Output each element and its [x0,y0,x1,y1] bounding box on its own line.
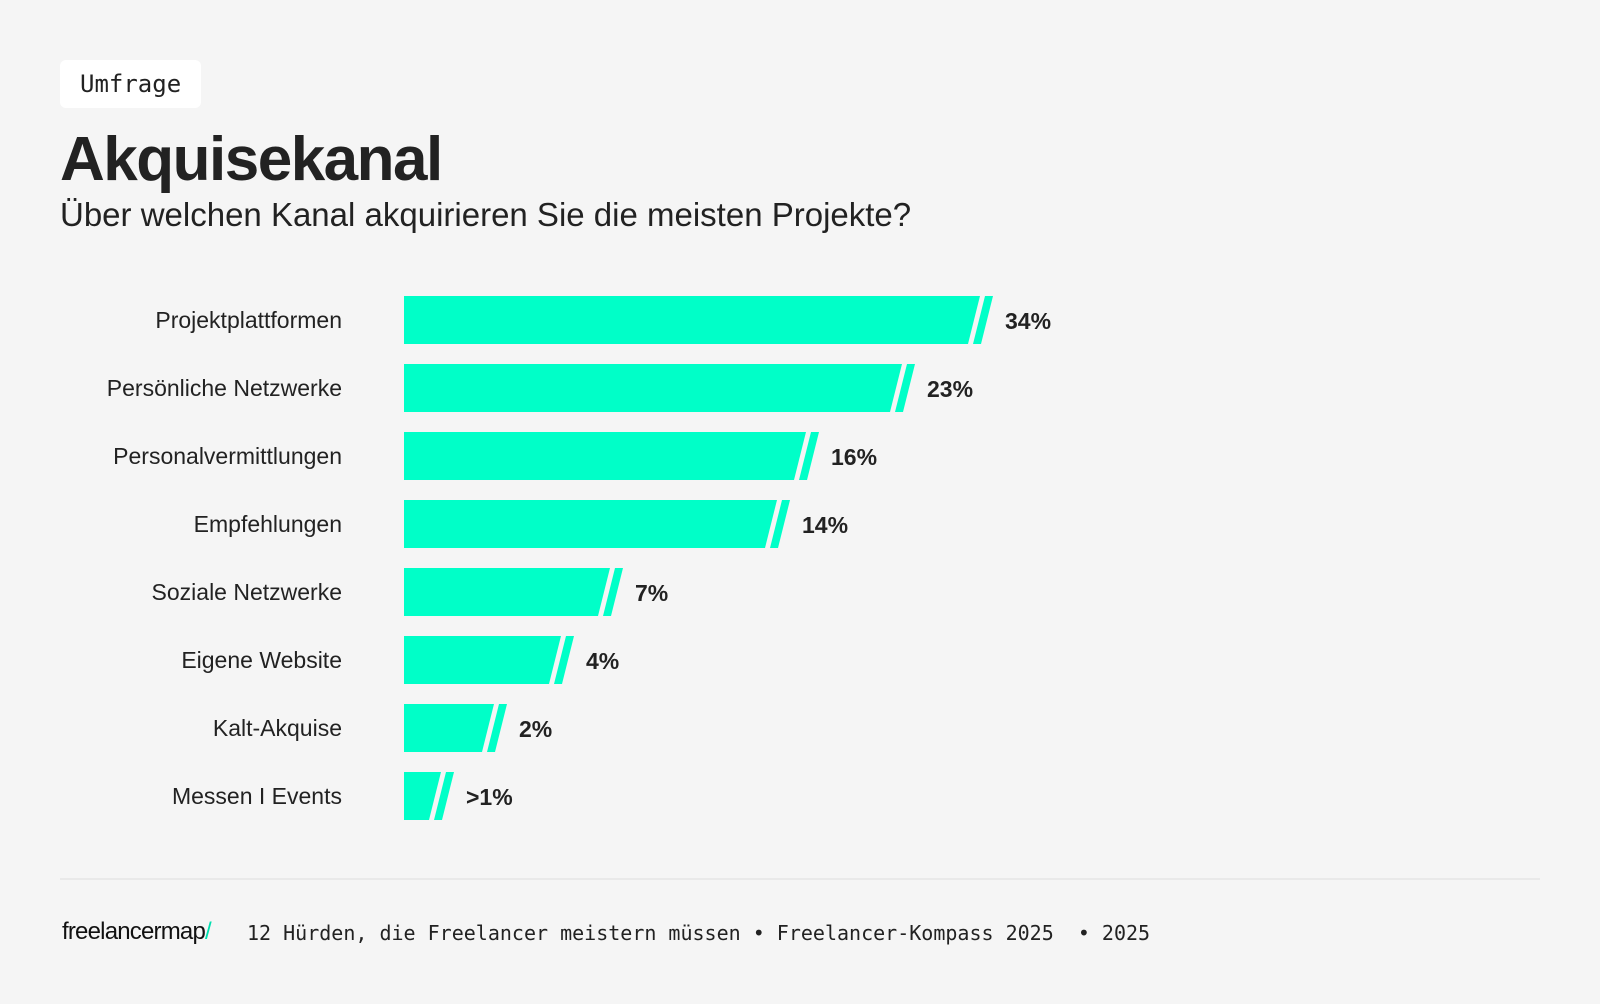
category-label: Persönliche Netzwerke [107,375,342,401]
data-label: 34% [1005,308,1051,334]
bar [404,636,561,684]
logo-slash: / [205,918,212,945]
bar [404,704,494,752]
bar-break-segment [487,704,507,752]
bar-break-segment [554,636,574,684]
data-label: 4% [586,648,619,674]
data-label: 7% [635,580,668,606]
data-label: 23% [927,376,973,402]
bar [404,364,902,412]
bar [404,500,777,548]
bar-break-segment [973,296,993,344]
category-label: Soziale Netzwerke [152,579,342,605]
logo-text: freelancermap [62,918,206,945]
page-title: Akquisekanal [60,125,443,194]
category-label: Empfehlungen [194,511,342,537]
data-label: 2% [519,716,552,742]
data-label: 16% [831,444,877,470]
bar-break-segment [770,500,790,548]
category-label: Personalvermittlungen [113,443,342,469]
divider [60,878,1540,880]
bar-break-segment [434,772,454,820]
survey-tag: Umfrage [60,60,202,108]
bar [404,772,441,820]
freelancermap-logo: freelancermap/ [62,918,212,946]
footer-source: 12 Hürden, die Freelancer meistern müsse… [247,921,1151,945]
bar-break-segment [895,364,915,412]
page-subtitle: Über welchen Kanal akquirieren Sie die m… [60,196,912,233]
bar [404,568,610,616]
bar-chart: Projektplattformen 34% Persönliche Netzwer… [107,296,1051,820]
category-label: Kalt-Akquise [213,715,342,741]
category-label: Eigene Website [181,647,342,673]
bar [404,432,806,480]
data-label: 14% [802,512,848,538]
category-label: Projektplattformen [155,307,342,333]
bar-break-segment [799,432,819,480]
bar-break-segment [603,568,623,616]
bar [404,296,980,344]
category-label: Messen I Events [172,783,342,809]
data-label: >1% [466,784,513,810]
